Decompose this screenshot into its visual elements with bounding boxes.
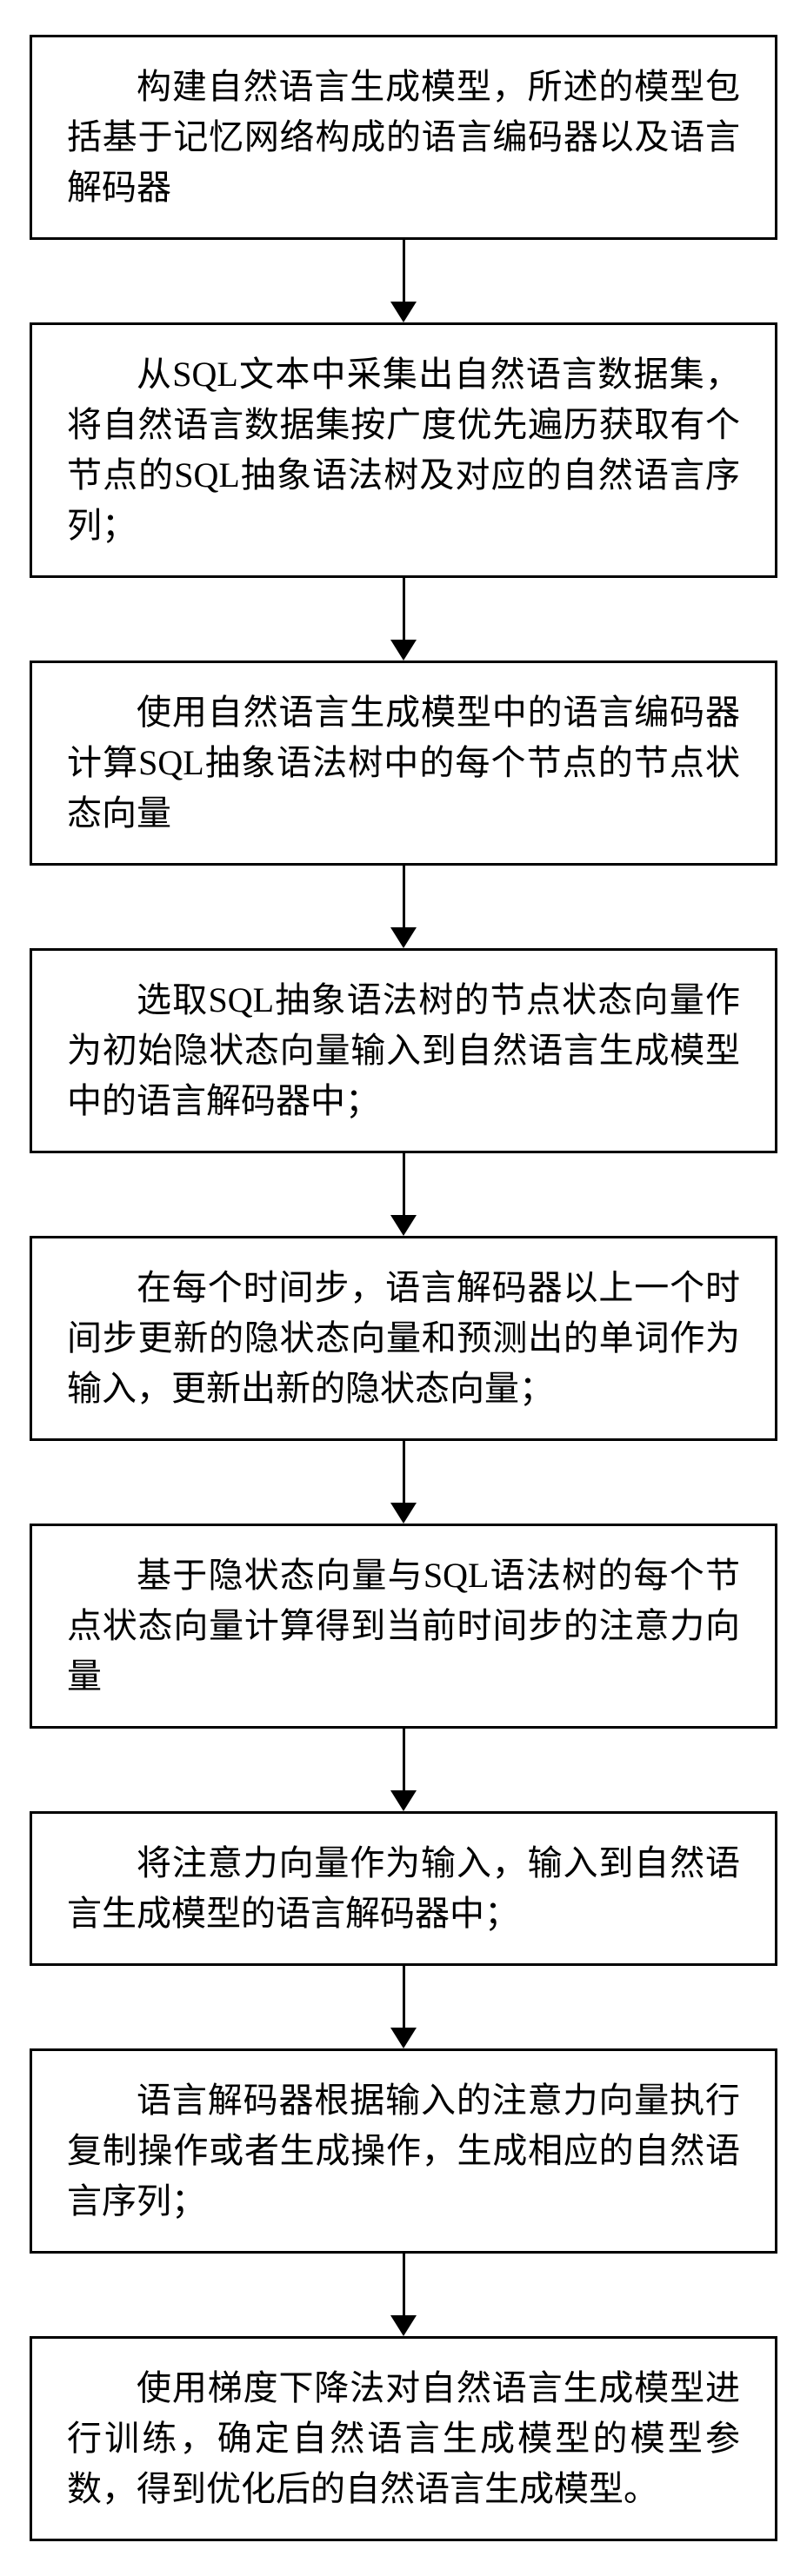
flow-node-5: 在每个时间步，语言解码器以上一个时间步更新的隐状态向量和预测出的单词作为输入，更… [30, 1236, 777, 1441]
flowchart-container: 构建自然语言生成模型，所述的模型包括基于记忆网络构成的语言编码器以及语言解码器 … [0, 0, 807, 2576]
flow-arrow [390, 1729, 417, 1811]
flow-arrow [390, 578, 417, 661]
flow-node-3: 使用自然语言生成模型中的语言编码器计算SQL抽象语法树中的每个节点的节点状态向量 [30, 661, 777, 866]
flow-node-4: 选取SQL抽象语法树的节点状态向量作为初始隐状态向量输入到自然语言生成模型中的语… [30, 948, 777, 1153]
flow-node-9: 使用梯度下降法对自然语言生成模型进行训练，确定自然语言生成模型的模型参数，得到优… [30, 2336, 777, 2541]
flow-arrow [390, 1441, 417, 1524]
flow-node-6: 基于隐状态向量与SQL语法树的每个节点状态向量计算得到当前时间步的注意力向量 [30, 1524, 777, 1729]
flow-arrow [390, 1153, 417, 1236]
flow-node-8: 语言解码器根据输入的注意力向量执行复制操作或者生成操作，生成相应的自然语言序列； [30, 2048, 777, 2254]
flow-arrow [390, 1966, 417, 2048]
flow-node-2: 从SQL文本中采集出自然语言数据集，将自然语言数据集按广度优先遍历获取有个节点的… [30, 322, 777, 578]
flow-arrow [390, 2254, 417, 2336]
flow-node-7: 将注意力向量作为输入，输入到自然语言生成模型的语言解码器中； [30, 1811, 777, 1966]
flow-arrow [390, 866, 417, 948]
flow-node-1: 构建自然语言生成模型，所述的模型包括基于记忆网络构成的语言编码器以及语言解码器 [30, 35, 777, 240]
flow-arrow [390, 240, 417, 322]
